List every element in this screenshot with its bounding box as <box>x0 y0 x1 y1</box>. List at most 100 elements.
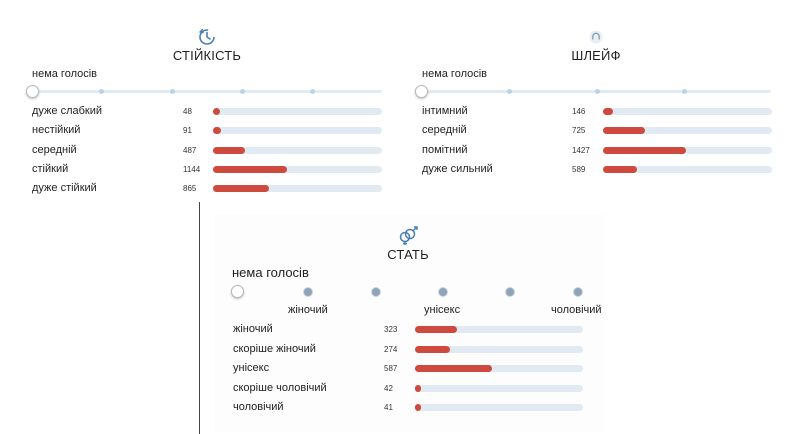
row-count: 91 <box>183 126 192 135</box>
row-bar-fill <box>415 326 457 333</box>
row-label: помітний <box>422 144 468 156</box>
row-count: 1144 <box>183 165 201 174</box>
sillage-slider-stop[interactable] <box>507 89 512 94</box>
row-count: 487 <box>183 146 197 155</box>
longevity-title: СТІЙКІСТЬ <box>172 48 242 63</box>
gender-scale-label-unisex: унісекс <box>424 304 461 316</box>
sillage-slider-stop[interactable] <box>682 89 687 94</box>
row-label: дуже сильний <box>422 163 493 175</box>
row-bar <box>603 108 772 115</box>
longevity-row: середній 487 <box>32 144 382 158</box>
row-label: середній <box>422 124 467 136</box>
longevity-row: нестійкий 91 <box>32 124 382 138</box>
row-bar-fill <box>415 385 421 392</box>
row-label: середній <box>32 144 77 156</box>
sillage-slider-stop[interactable] <box>595 89 600 94</box>
row-count: 1427 <box>572 146 590 155</box>
row-bar <box>415 365 583 372</box>
sillage-row: помітний 1427 <box>422 144 772 158</box>
row-count: 41 <box>384 403 393 412</box>
longevity-row: дуже слабкий 48 <box>32 105 382 119</box>
row-label: інтимний <box>422 105 468 117</box>
ring-icon <box>589 30 603 44</box>
longevity-row: стійкий 1144 <box>32 163 382 177</box>
gender-option-unisex[interactable] <box>438 287 448 297</box>
row-bar <box>415 404 583 411</box>
row-bar-fill <box>415 365 493 372</box>
row-bar-fill <box>213 185 269 192</box>
row-bar <box>213 127 382 134</box>
gender-row: унісекс 587 <box>233 362 583 376</box>
longevity-no-votes-label: нема голосів <box>32 68 98 80</box>
row-count: 589 <box>572 165 586 174</box>
row-bar <box>603 147 772 154</box>
row-bar <box>415 385 583 392</box>
sillage-row: дуже сильний 589 <box>422 163 772 177</box>
row-label: дуже стійкий <box>32 182 97 194</box>
row-count: 42 <box>384 384 393 393</box>
gender-scale-label-female: жіночий <box>288 304 328 316</box>
row-label: нестійкий <box>32 124 81 136</box>
row-bar-fill <box>603 108 614 115</box>
row-label: стійкий <box>32 163 69 175</box>
gender-option-more-male[interactable] <box>505 287 515 297</box>
longevity-row: дуже стійкий 865 <box>32 182 382 196</box>
gender-row: скоріше чоловічий 42 <box>233 382 583 396</box>
longevity-slider-stop[interactable] <box>310 89 315 94</box>
sillage-no-votes-label: нема голосів <box>422 68 488 80</box>
gender-title: СТАТЬ <box>387 247 429 262</box>
row-label: жіночий <box>233 323 273 335</box>
row-label: дуже слабкий <box>32 105 103 117</box>
row-count: 323 <box>384 325 398 334</box>
row-bar <box>603 127 772 134</box>
row-bar-fill <box>213 147 246 154</box>
row-count: 274 <box>384 345 398 354</box>
row-count: 587 <box>384 364 398 373</box>
clock-icon <box>199 28 215 45</box>
gender-symbols-icon <box>399 226 418 245</box>
row-count: 725 <box>572 126 586 135</box>
row-label: скоріше чоловічий <box>233 382 327 394</box>
longevity-slider-stop[interactable] <box>99 89 104 94</box>
longevity-vote-slider[interactable] <box>32 90 382 93</box>
row-bar-fill <box>603 166 637 173</box>
sillage-row: середній 725 <box>422 124 772 138</box>
row-bar-fill <box>603 127 646 134</box>
row-count: 48 <box>183 107 192 116</box>
row-count: 146 <box>572 107 586 116</box>
gender-option-female[interactable] <box>303 287 313 297</box>
gender-option-male[interactable] <box>573 287 583 297</box>
row-bar <box>603 166 772 173</box>
gender-option-more-female[interactable] <box>371 287 381 297</box>
sillage-slider-handle[interactable] <box>415 85 428 98</box>
row-label: скоріше жіночий <box>233 343 316 355</box>
row-label: унісекс <box>233 362 270 374</box>
gender-no-votes-label: нема голосів <box>232 265 309 280</box>
gender-row: скоріше жіночий 274 <box>233 343 583 357</box>
gender-panel: СТАТЬ нема голосів жіночий унісекс чолов… <box>215 214 605 432</box>
row-bar-fill <box>603 147 686 154</box>
longevity-panel: СТІЙКІСТЬ нема голосів дуже слабкий 48 н… <box>0 0 400 200</box>
gender-slider-handle[interactable] <box>231 285 244 298</box>
row-bar <box>213 166 382 173</box>
sillage-panel: ШЛЕЙФ нема голосів інтимний 146 середній… <box>400 0 800 200</box>
row-bar <box>213 147 382 154</box>
longevity-slider-stop[interactable] <box>170 89 175 94</box>
row-bar-fill <box>213 108 220 115</box>
longevity-slider-handle[interactable] <box>26 85 39 98</box>
sillage-title: ШЛЕЙФ <box>571 48 621 63</box>
row-bar-fill <box>213 127 222 134</box>
divider-line <box>199 202 200 434</box>
row-bar-fill <box>415 346 451 353</box>
gender-row: жіночий 323 <box>233 323 583 337</box>
gender-scale-label-male: чоловічий <box>551 304 602 316</box>
row-bar <box>213 185 382 192</box>
row-count: 865 <box>183 184 197 193</box>
row-bar-fill <box>213 166 288 173</box>
row-bar-fill <box>415 404 421 411</box>
row-bar <box>213 108 382 115</box>
row-bar <box>415 326 583 333</box>
row-label: чоловічий <box>233 401 284 413</box>
row-bar <box>415 346 583 353</box>
longevity-slider-stop[interactable] <box>240 89 245 94</box>
